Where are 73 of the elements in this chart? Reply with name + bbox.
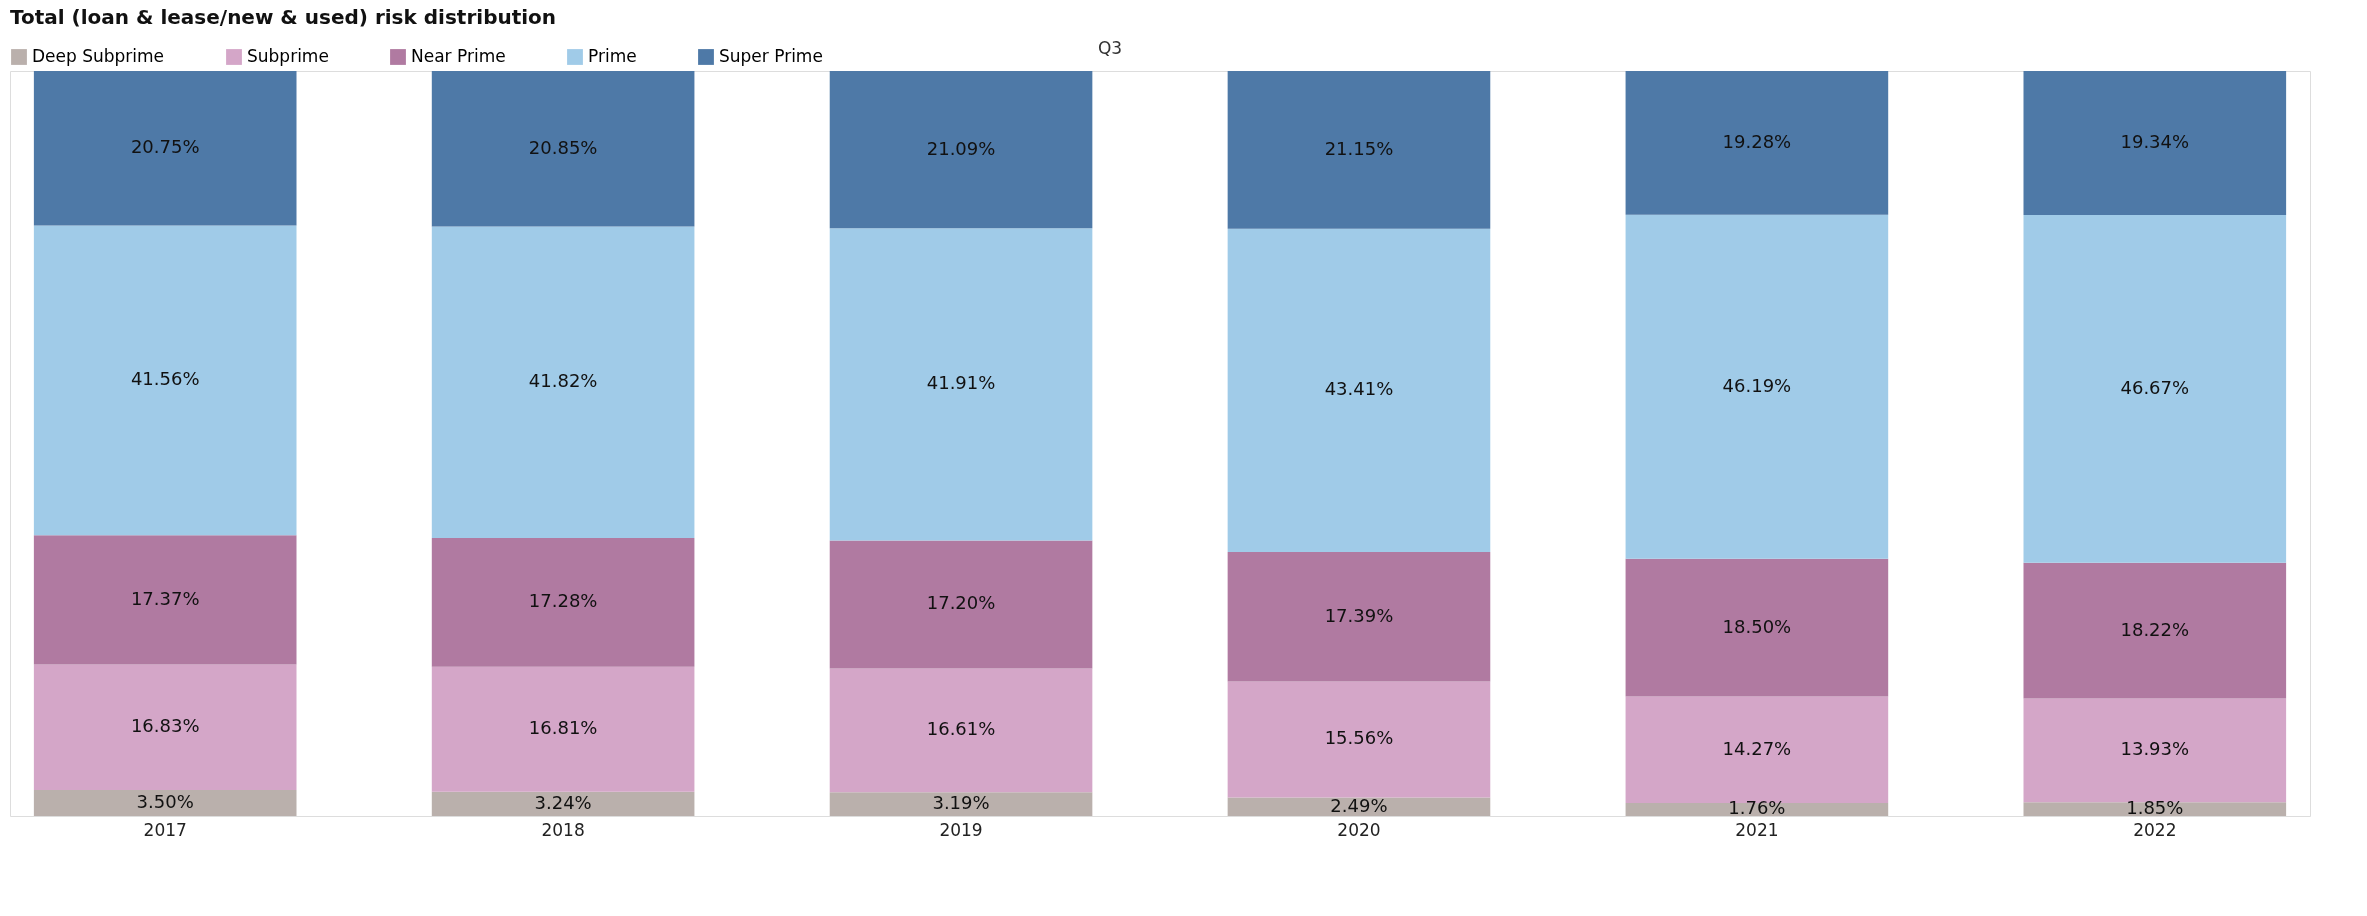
chart-title: Total (loan & lease/new & used) risk distribution (10, 5, 557, 29)
x-tick-label: 2019 (939, 819, 983, 840)
x-tick-label: 2017 (143, 819, 187, 840)
data-label: 3.19% (932, 792, 990, 814)
bar (33, 225, 297, 536)
bar (33, 789, 297, 816)
bar (1227, 797, 1491, 816)
bar (1625, 696, 1889, 803)
x-tick-label: 2021 (1735, 819, 1779, 840)
bar (2023, 802, 2287, 816)
legend-label: Prime (588, 46, 637, 66)
bar (1227, 681, 1491, 798)
data-label: 1.76% (1728, 797, 1786, 819)
data-label: 19.28% (1722, 130, 1792, 152)
bar (2023, 562, 2287, 699)
bar (829, 540, 1093, 669)
bar (431, 666, 695, 792)
data-label: 16.83% (130, 715, 200, 737)
data-label: 41.82% (528, 370, 598, 392)
data-label: 2.49% (1330, 794, 1388, 816)
data-label: 15.56% (1324, 727, 1394, 749)
bar (33, 664, 297, 790)
data-label: 46.19% (1722, 374, 1792, 396)
data-label: 17.37% (130, 587, 200, 609)
data-label: 18.50% (1722, 615, 1792, 637)
data-label: 14.27% (1722, 737, 1792, 759)
data-label: 20.85% (528, 136, 598, 158)
legend-label: Deep Subprime (32, 46, 165, 66)
bar (829, 71, 1093, 229)
bar (1227, 552, 1491, 682)
data-label: 46.67% (2120, 376, 2190, 398)
x-tick-label: 2022 (2133, 819, 2177, 840)
bar (2023, 71, 2287, 216)
data-label: 16.81% (528, 717, 598, 739)
data-label: 13.93% (2120, 738, 2190, 760)
data-label: 17.20% (926, 592, 996, 614)
bar (33, 71, 297, 226)
data-label: 3.50% (136, 790, 194, 812)
data-label: 21.09% (926, 137, 996, 159)
bar (829, 228, 1093, 541)
data-label: 17.39% (1324, 604, 1394, 626)
bar (431, 791, 695, 816)
text: Q3 (1097, 38, 1123, 58)
data-label: 43.41% (1324, 378, 1394, 400)
bar (2023, 698, 2287, 803)
bar (431, 537, 695, 667)
bar (33, 535, 297, 665)
legend-label: Near Prime (411, 46, 506, 66)
data-label: 41.56% (130, 368, 200, 390)
bar (1227, 71, 1491, 229)
data-label: 19.34% (2120, 131, 2190, 153)
data-label: 1.85% (2126, 797, 2184, 819)
bar (431, 71, 695, 227)
bar (1625, 558, 1889, 697)
data-label: 21.15% (1324, 137, 1394, 159)
data-label: 17.28% (528, 590, 598, 612)
legend-label: Subprime (247, 46, 329, 66)
bar (829, 792, 1093, 816)
bar (431, 226, 695, 538)
legend-label: Super Prime (719, 46, 823, 66)
data-label: 18.22% (2120, 618, 2190, 640)
bar (1625, 71, 1889, 215)
data-label: 16.61% (926, 718, 996, 740)
bar (1625, 214, 1889, 559)
data-label: 41.91% (926, 372, 996, 394)
bar (1227, 228, 1491, 552)
bar (1625, 802, 1889, 816)
x-tick-label: 2018 (541, 819, 585, 840)
bar (829, 668, 1093, 793)
data-label: 20.75% (130, 136, 200, 158)
data-label: 3.24% (534, 791, 592, 813)
x-tick-label: 2020 (1337, 819, 1381, 840)
bar (2023, 215, 2287, 563)
